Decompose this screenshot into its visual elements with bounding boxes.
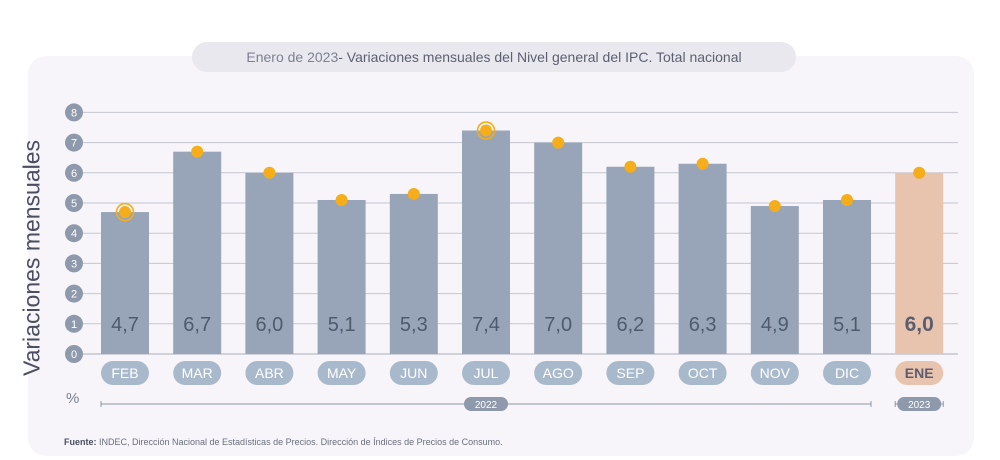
y-tick-label-7: 7 — [71, 138, 77, 150]
category-label-feb: FEB — [111, 365, 138, 381]
y-tick-label-5: 5 — [71, 198, 77, 210]
value-label-sep: 6,2 — [616, 314, 644, 336]
value-label-abr: 6,0 — [255, 314, 283, 336]
category-pill-feb — [101, 361, 149, 385]
marker-dic — [841, 193, 853, 206]
category-label-ene: ENE — [905, 365, 934, 381]
category-pill-jul — [462, 361, 510, 385]
unit-label: % — [66, 390, 80, 407]
category-pill-may — [317, 361, 366, 385]
marker-oct — [696, 157, 709, 170]
bar-mar — [173, 151, 222, 354]
y-tick-badge-0 — [65, 345, 83, 363]
bar-ene — [895, 172, 944, 354]
value-label-may: 5,1 — [328, 314, 356, 336]
marker-sep — [624, 160, 637, 173]
marker-mar — [191, 145, 204, 158]
year-badge-2022 — [464, 397, 508, 411]
year-label-2023: 2023 — [908, 400, 931, 411]
bar-nov — [750, 206, 799, 354]
category-label-dic: DIC — [835, 365, 859, 381]
marker-nov — [768, 200, 781, 213]
marker-ene — [913, 166, 926, 179]
year-badge-2023 — [897, 397, 942, 411]
category-pill-nov — [750, 361, 799, 385]
category-label-jul: JUL — [474, 365, 499, 381]
category-pill-oct — [678, 361, 727, 385]
value-label-nov: 4,9 — [761, 314, 789, 336]
category-pill-ago — [534, 361, 583, 385]
bar-sep — [606, 166, 655, 354]
value-label-jul: 7,4 — [472, 314, 500, 336]
bar-ago — [534, 142, 583, 354]
y-tick-badge-3 — [65, 254, 83, 273]
category-pill-abr — [245, 361, 294, 385]
category-label-abr: ABR — [255, 365, 284, 381]
bar-oct — [678, 163, 727, 354]
category-label-sep: SEP — [616, 365, 644, 381]
y-tick-badge-5 — [65, 194, 83, 212]
y-tick-badge-1 — [65, 314, 83, 333]
source-label: Fuente: — [64, 437, 97, 447]
bar-jun — [389, 193, 438, 354]
value-label-ene: 6,0 — [905, 313, 934, 336]
chart-title-date: Enero de 2023 — [246, 49, 339, 65]
y-tick-badge-7 — [65, 133, 83, 152]
y-tick-label-1: 1 — [71, 319, 77, 331]
category-label-jun: JUN — [400, 365, 427, 381]
source-note: Fuente: INDEC, Dirección Nacional de Est… — [64, 437, 503, 447]
marker-may — [335, 193, 348, 206]
marker-ring-jul — [476, 121, 496, 140]
value-label-jun: 5,3 — [400, 314, 428, 336]
y-tick-label-4: 4 — [71, 228, 77, 240]
marker-ago — [552, 136, 565, 149]
y-tick-label-8: 8 — [71, 107, 77, 119]
y-tick-label-0: 0 — [71, 349, 77, 361]
category-pill-jun — [389, 361, 438, 385]
category-pill-mar — [173, 361, 222, 385]
y-tick-badge-2 — [65, 284, 83, 303]
bar-may — [317, 199, 366, 354]
chart-title: Enero de 2023 - Variaciones mensuales de… — [192, 42, 796, 72]
bar-feb — [101, 212, 149, 354]
y-tick-badge-6 — [65, 163, 83, 182]
marker-abr — [263, 166, 276, 179]
value-label-feb: 4,7 — [111, 314, 139, 336]
value-label-mar: 6,7 — [183, 314, 211, 336]
value-label-oct: 6,3 — [689, 314, 717, 336]
year-label-2022: 2022 — [475, 400, 498, 411]
y-tick-badge-8 — [65, 103, 83, 122]
category-pill-ene — [895, 361, 944, 385]
category-label-oct: OCT — [688, 365, 718, 381]
y-tick-label-2: 2 — [71, 289, 77, 301]
category-label-nov: NOV — [760, 365, 791, 381]
value-label-ago: 7,0 — [544, 314, 572, 336]
category-label-may: MAY — [327, 365, 357, 381]
y-tick-label-6: 6 — [71, 168, 77, 180]
category-pill-sep — [606, 361, 655, 385]
category-label-mar: MAR — [182, 365, 213, 381]
marker-jul — [480, 124, 492, 137]
category-label-ago: AGO — [543, 365, 574, 381]
bar-jul — [462, 130, 510, 354]
y-tick-label-3: 3 — [71, 258, 77, 270]
bar-abr — [245, 172, 294, 354]
y-tick-badge-4 — [65, 224, 83, 243]
marker-ring-feb — [115, 202, 135, 222]
chart-title-text: - Variaciones mensuales del Nivel genera… — [338, 49, 742, 65]
marker-feb — [119, 206, 131, 219]
bar-dic — [823, 199, 871, 354]
category-pill-dic — [823, 361, 871, 385]
value-label-dic: 5,1 — [833, 314, 861, 336]
source-text: INDEC, Dirección Nacional de Estadística… — [96, 437, 503, 447]
marker-jun — [407, 187, 420, 200]
